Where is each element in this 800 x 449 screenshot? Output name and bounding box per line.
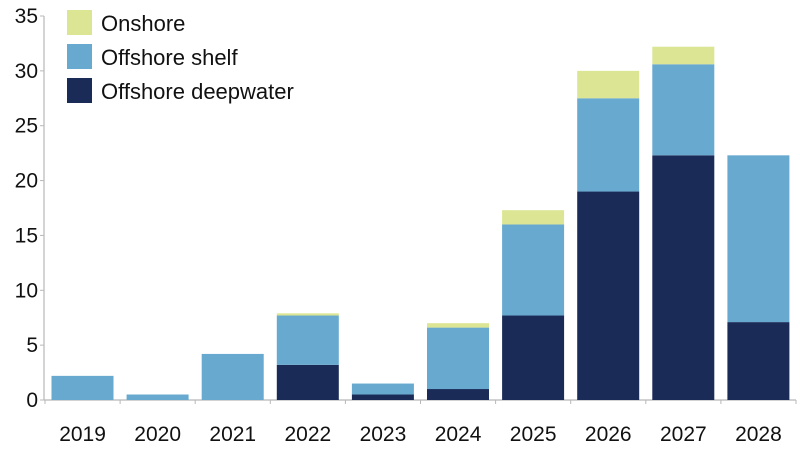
bar-onshore-2024 bbox=[427, 323, 489, 328]
y-tick-label: 5 bbox=[26, 334, 38, 357]
bar-offshore-deepwater-2027 bbox=[652, 155, 715, 400]
x-tick-label: 2028 bbox=[735, 423, 782, 446]
y-tick-label: 25 bbox=[15, 115, 38, 138]
y-tick-label: 15 bbox=[15, 224, 38, 247]
x-tick-label: 2023 bbox=[360, 423, 407, 446]
bar-onshore-2022 bbox=[276, 313, 339, 316]
legend-swatch-onshore bbox=[67, 10, 92, 35]
bar-offshore-shelf-2022 bbox=[276, 315, 339, 365]
bar-offshore-deepwater-2022 bbox=[276, 364, 339, 400]
bar-offshore-shelf-2023 bbox=[351, 383, 414, 395]
bar-onshore-2025 bbox=[502, 210, 565, 225]
bar-offshore-shelf-2019 bbox=[51, 375, 114, 400]
bar-offshore-shelf-2021 bbox=[201, 353, 264, 400]
bar-onshore-2026 bbox=[577, 70, 640, 99]
legend-swatch-offshore-shelf bbox=[67, 44, 92, 69]
bar-offshore-shelf-2025 bbox=[502, 224, 565, 316]
legend-label-offshore-deepwater: Offshore deepwater bbox=[101, 79, 294, 104]
y-tick-label: 0 bbox=[26, 389, 38, 412]
legend-label-offshore-shelf: Offshore shelf bbox=[101, 45, 238, 70]
bar-offshore-shelf-2026 bbox=[577, 98, 640, 192]
bars bbox=[51, 46, 790, 400]
bar-offshore-shelf-2028 bbox=[727, 155, 790, 323]
y-tick-label: 35 bbox=[15, 5, 38, 28]
bar-offshore-deepwater-2025 bbox=[502, 315, 565, 400]
x-tick-label: 2022 bbox=[284, 423, 331, 446]
bar-onshore-2027 bbox=[652, 46, 715, 65]
x-tick-label: 2021 bbox=[209, 423, 256, 446]
x-tick-label: 2020 bbox=[134, 423, 181, 446]
x-tick-label: 2024 bbox=[435, 423, 482, 446]
bar-offshore-shelf-2024 bbox=[427, 327, 489, 390]
bar-offshore-deepwater-2023 bbox=[351, 394, 414, 400]
y-tick-label: 10 bbox=[15, 279, 38, 302]
legend-label-onshore: Onshore bbox=[101, 11, 185, 36]
y-tick-label: 20 bbox=[15, 170, 38, 193]
legend-swatch-offshore-deepwater bbox=[67, 78, 92, 103]
x-tick-label: 2025 bbox=[510, 423, 557, 446]
bar-offshore-shelf-2027 bbox=[652, 64, 715, 156]
bar-offshore-shelf-2020 bbox=[126, 394, 189, 400]
bar-offshore-deepwater-2024 bbox=[427, 389, 489, 400]
bar-offshore-deepwater-2028 bbox=[727, 322, 790, 400]
x-tick-label: 2027 bbox=[660, 423, 707, 446]
x-tick-label: 2019 bbox=[59, 423, 106, 446]
bar-offshore-deepwater-2026 bbox=[577, 191, 640, 400]
legend: Onshore Offshore shelf Offshore deepwater bbox=[67, 10, 294, 104]
y-tick-label: 30 bbox=[15, 60, 38, 83]
x-tick-label: 2026 bbox=[585, 423, 632, 446]
